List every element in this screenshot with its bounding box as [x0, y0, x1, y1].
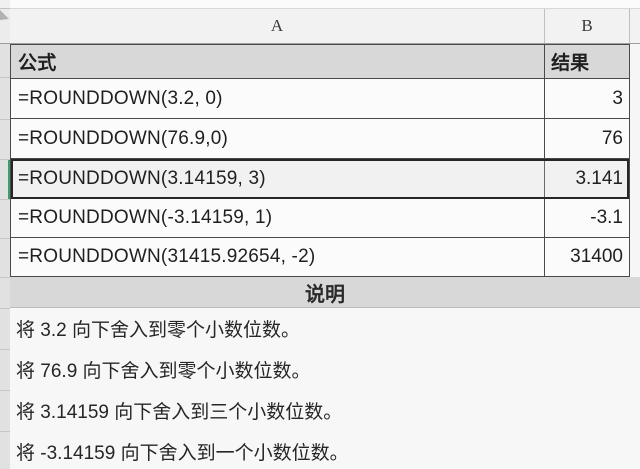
note-cell-3[interactable]: 将 3.14159 向下舍入到三个小数位数。: [10, 390, 640, 431]
cell-result-3[interactable]: 3.141: [575, 167, 623, 189]
column-header-a[interactable]: A: [10, 9, 545, 43]
row-header-2[interactable]: [0, 78, 10, 120]
row-header-9[interactable]: [0, 350, 10, 391]
row-header-7[interactable]: [0, 278, 10, 309]
select-all-corner[interactable]: [0, 0, 10, 20]
select-all-triangle-icon: [0, 10, 9, 20]
row-header-10[interactable]: [0, 391, 10, 432]
top-spacer: [10, 0, 640, 9]
column-header-b-label: B: [581, 16, 593, 35]
cell-result-2[interactable]: 76: [601, 127, 623, 149]
notes-header-label: 说明: [305, 283, 345, 306]
sheet-area: A B 公式 结果 =ROUNDDOWN(3.2, 0) 3 =ROUNDDOW…: [10, 0, 640, 469]
column-header-b[interactable]: B: [545, 9, 630, 43]
note-cell-2[interactable]: 将 76.9 向下舍入到零个小数位数。: [10, 349, 640, 390]
table-row: =ROUNDDOWN(3.2, 0) 3: [11, 79, 629, 119]
cell-formula-5[interactable]: =ROUNDDOWN(31415.92654, -2): [11, 238, 546, 276]
header-cell-result[interactable]: 结果: [551, 53, 590, 74]
cell-result-1[interactable]: 3: [612, 87, 623, 109]
row-header-5[interactable]: [0, 200, 10, 239]
note-cell-4[interactable]: 将 -3.14159 向下舍入到一个小数位数。: [10, 431, 640, 469]
row-header-1[interactable]: [0, 44, 10, 78]
note-cell-1[interactable]: 将 3.2 向下舍入到零个小数位数。: [10, 308, 640, 349]
table-row: =ROUNDDOWN(76.9,0) 76: [11, 119, 629, 159]
row-header-colband: [0, 9, 10, 44]
formula-table: 公式 结果 =ROUNDDOWN(3.2, 0) 3 =ROUNDDOWN(76…: [10, 44, 630, 277]
cell-result-4[interactable]: -3.1: [590, 207, 623, 228]
cell-formula-3[interactable]: =ROUNDDOWN(3.14159, 3): [11, 159, 546, 198]
cell-formula-1[interactable]: =ROUNDDOWN(3.2, 0): [11, 79, 546, 118]
header-cell-formula[interactable]: 公式: [11, 45, 546, 78]
row-header-3[interactable]: [0, 120, 10, 160]
row-header-11[interactable]: [0, 432, 10, 469]
column-header-rest: [630, 9, 640, 43]
table-row-selected: =ROUNDDOWN(3.14159, 3) 3.141: [11, 159, 629, 199]
cell-result-5[interactable]: 31400: [570, 246, 623, 267]
cell-formula-4[interactable]: =ROUNDDOWN(-3.14159, 1): [11, 199, 546, 237]
notes-header-cell[interactable]: 说明: [10, 277, 640, 308]
column-header-band: A B: [10, 9, 640, 44]
row-header-4[interactable]: [0, 160, 10, 200]
cell-formula-2[interactable]: =ROUNDDOWN(76.9,0): [11, 119, 546, 158]
selection-accent: [8, 160, 10, 199]
table-row: =ROUNDDOWN(-3.14159, 1) -3.1: [11, 199, 629, 238]
row-header-8[interactable]: [0, 309, 10, 350]
row-header-6[interactable]: [0, 239, 10, 278]
row-header-strip: [0, 0, 10, 469]
table-row: =ROUNDDOWN(31415.92654, -2) 31400: [11, 238, 629, 277]
table-header-row: 公式 结果: [11, 45, 629, 79]
column-header-a-label: A: [270, 16, 284, 35]
